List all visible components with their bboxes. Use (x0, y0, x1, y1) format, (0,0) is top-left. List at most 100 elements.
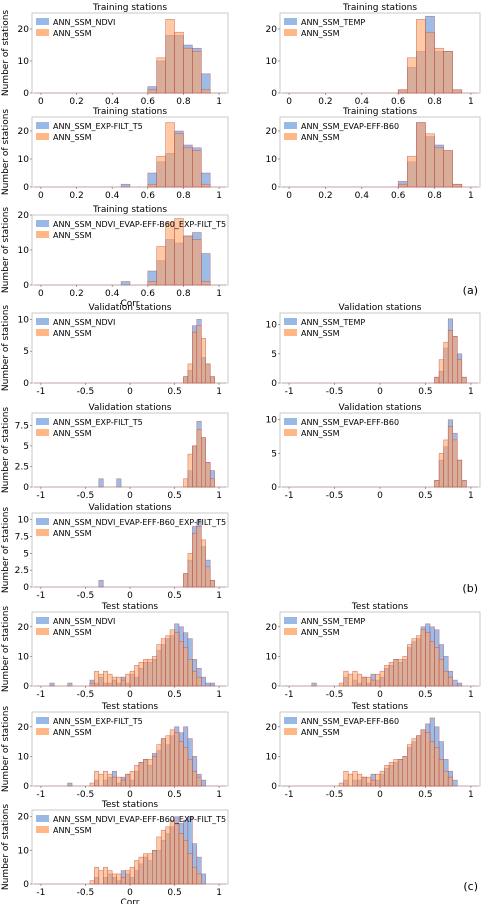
legend-swatch (36, 717, 49, 724)
y-tick-label: 10 (266, 321, 278, 331)
legend: ANN_SSM_NDVI ANN_SSM (36, 18, 115, 38)
legend-swatch (36, 429, 49, 436)
histogram-bar (361, 676, 367, 687)
histogram-bar (443, 439, 449, 488)
y-tick-label: 10 (18, 246, 30, 256)
histogram-bar (411, 738, 417, 787)
x-tick-label: 0 (377, 690, 383, 700)
y-axis-label: Number of stations (1, 507, 11, 594)
y-axis-label: Number of stations (1, 706, 11, 793)
histogram-bar (196, 429, 202, 488)
x-tick-label: -0.5 (77, 591, 95, 601)
histogram-bar (209, 580, 215, 588)
legend: ANN_SSM_NDVI ANN_SSM (36, 617, 115, 637)
legend-swatch (284, 418, 297, 425)
legend-swatch (36, 518, 49, 525)
chart-title: Training stations (342, 107, 417, 117)
histogram-bar (120, 679, 126, 687)
histogram-bar (209, 478, 215, 488)
y-tick-label: 20 (18, 723, 30, 733)
x-tick-label: 0 (127, 387, 133, 397)
y-tick-label: 0 (23, 379, 29, 389)
legend-swatch (284, 717, 297, 724)
chart-title: Test stations (101, 602, 159, 612)
histogram-bar (407, 644, 413, 687)
chart-title: Training stations (92, 3, 167, 13)
x-axis-label: Corr (120, 299, 139, 309)
histogram-bar (205, 566, 211, 588)
legend: ANN_SSM_EVAP-EFF-B60 ANN_SSM (284, 717, 399, 737)
x-tick-label: -1 (36, 591, 45, 601)
histogram-bar (103, 770, 108, 787)
x-tick-label: 1 (468, 97, 474, 107)
histogram-bar (429, 741, 435, 787)
legend-label: ANN_SSM (53, 628, 92, 637)
histogram-bar (407, 57, 417, 94)
y-tick-label: 2.5 (15, 462, 29, 472)
y-axis-label: Number of stations (1, 305, 11, 392)
legend-swatch (284, 29, 297, 36)
x-tick-label: 0.5 (418, 491, 432, 501)
histogram-bar (452, 336, 458, 384)
legend-label: ANN_SSM_NDVI (53, 318, 115, 327)
x-tick-label: -1 (36, 491, 45, 501)
histogram-bar (366, 776, 372, 787)
histogram-bar (107, 773, 113, 787)
x-tick-label: 0.8 (427, 191, 442, 201)
histogram-bar (420, 729, 426, 787)
histogram-bar (443, 150, 453, 188)
legend-label: ANN_SSM (301, 728, 340, 737)
x-tick-label: 0 (286, 191, 292, 201)
histogram-bar (201, 539, 206, 588)
histogram-bar (147, 759, 153, 787)
histogram-bar (429, 641, 435, 687)
histogram-bar (352, 670, 358, 687)
y-tick-label: 10 (18, 652, 30, 662)
histogram-bar (111, 873, 117, 885)
histogram-bar (201, 281, 211, 286)
x-tick-label: 0 (38, 289, 44, 299)
x-tick-label: 0 (38, 97, 44, 107)
histogram-bar (192, 532, 198, 588)
legend: ANN_SSM_TEMP ANN_SSM (284, 18, 365, 38)
y-tick-label: 20 (18, 813, 30, 823)
histogram-bar (138, 662, 144, 687)
histogram-bar (174, 133, 184, 188)
x-tick-label: 0.4 (105, 97, 120, 107)
x-tick-label: 0 (377, 387, 383, 397)
histogram-bar (347, 773, 353, 787)
x-tick-label: 0.5 (418, 387, 432, 397)
legend-swatch (284, 122, 297, 129)
histogram-bar (183, 235, 193, 286)
histogram-bar (361, 776, 367, 787)
histogram-bar (388, 762, 394, 787)
legend: ANN_SSM_NDVI_EVAP-EFF-B60_EXP-FILT_T5 ANN… (36, 815, 226, 835)
histogram-bar (370, 779, 376, 787)
legend: ANN_SSM_TEMP ANN_SSM (284, 318, 365, 338)
histogram-bar (384, 665, 390, 687)
histogram-bar (49, 682, 55, 687)
histogram-bar (147, 281, 157, 286)
x-tick-label: -0.5 (326, 387, 344, 397)
histogram-bar (156, 744, 162, 787)
y-tick-label: 5 (271, 449, 277, 459)
histogram-bar (143, 853, 149, 885)
histogram-bar (425, 31, 435, 94)
x-tick-label: 0.5 (167, 591, 181, 601)
y-tick-label: 0 (23, 880, 29, 890)
x-tick-label: 1 (216, 97, 222, 107)
x-tick-label: 1 (468, 790, 474, 800)
histogram-bar (425, 632, 431, 687)
histogram-bar (438, 453, 444, 488)
histogram-bar (156, 155, 166, 188)
x-tick-label: 0.4 (355, 191, 370, 201)
legend: ANN_SSM_EXP-FILT_T5 ANN_SSM (36, 122, 143, 142)
histogram-bar (196, 873, 202, 885)
legend-label: ANN_SSM (53, 429, 92, 438)
histogram-bar (165, 826, 171, 885)
